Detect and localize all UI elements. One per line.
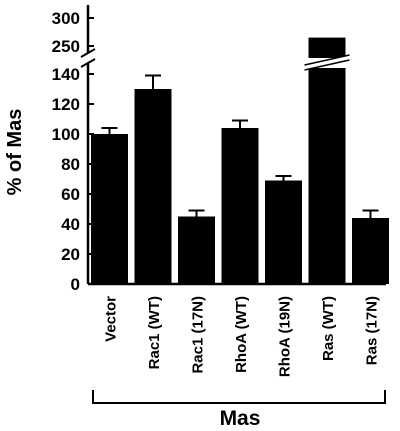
y-tick-label: 40 [61,215,80,234]
y-tick-labels: 0 20 40 60 80 100 120 140 250 300 [52,9,80,294]
bar [308,37,346,58]
group-label: Mas [220,407,261,430]
bar [134,89,172,284]
y-tick-label: 300 [52,9,80,28]
y-axis-label: % of Mas [4,109,26,196]
y-tick-label: 60 [61,185,80,204]
group-bracket [92,390,386,404]
y-tick-label: 140 [52,65,80,84]
axis-break-mark [80,48,96,58]
category-label: RhoA (19N) [277,296,294,377]
category-label: Ras (17N) [364,296,381,365]
y-tick-label: 0 [71,275,80,294]
category-label: Ras (WT) [320,296,337,361]
y-tick-label: 20 [61,245,80,264]
category-label: Rac1 (17N) [190,296,207,374]
bar [308,68,346,284]
bars [91,37,389,284]
category-label: RhoA (WT) [233,296,250,373]
bar [91,134,128,284]
y-tick-label: 100 [52,125,80,144]
y-tick-label: 80 [61,155,80,174]
y-tick-label: 120 [52,95,80,114]
category-label: Rac1 (WT) [146,296,163,369]
bar [178,216,215,284]
bar-break-line [304,54,350,66]
bar [221,128,259,284]
bar-break [304,55,350,70]
axis-break-mark [80,58,96,68]
bar [352,218,389,284]
bar-break-line [304,59,350,71]
category-labels: Vector Rac1 (WT) Rac1 (17N) RhoA (WT) RhoA (… [103,296,381,377]
y-tick-label: 250 [52,37,80,56]
category-label: Vector [103,296,120,342]
bar [265,180,302,284]
